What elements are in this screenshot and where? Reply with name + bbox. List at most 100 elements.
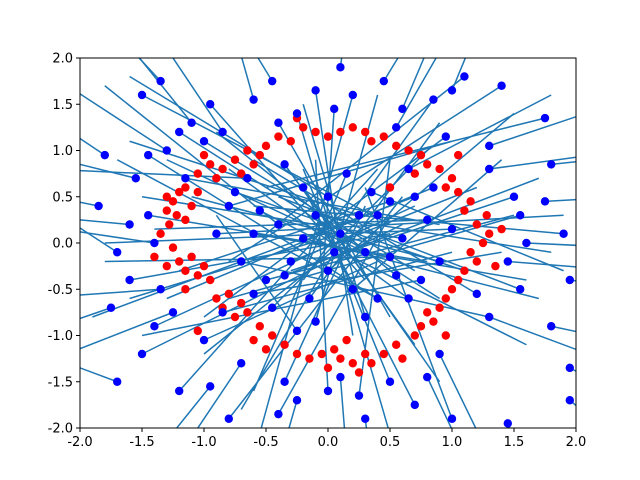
- red-point: [249, 160, 258, 169]
- blue-point: [547, 160, 556, 169]
- connector-line: [253, 251, 502, 295]
- red-point: [168, 197, 178, 206]
- red-point: [199, 150, 209, 160]
- red-point: [423, 160, 432, 169]
- red-point: [361, 127, 370, 137]
- red-point: [230, 155, 240, 164]
- blue-point: [311, 86, 320, 95]
- red-point: [342, 335, 351, 345]
- red-point: [497, 224, 506, 234]
- red-point: [478, 238, 488, 248]
- red-point: [274, 132, 283, 141]
- blue-point: [131, 174, 140, 183]
- red-point: [255, 150, 264, 160]
- connector-line: [488, 316, 576, 351]
- blue-point: [175, 127, 184, 137]
- red-point: [485, 229, 494, 238]
- blue-point: [280, 271, 289, 280]
- red-point: [162, 261, 171, 271]
- blue-point: [274, 118, 283, 127]
- red-point: [379, 132, 388, 141]
- red-point: [460, 206, 469, 215]
- connector-line: [185, 177, 440, 226]
- blue-point: [206, 382, 215, 391]
- blue-point: [410, 400, 419, 410]
- y-tick-label: 0.5: [52, 190, 73, 205]
- red-point: [212, 174, 221, 183]
- x-tick-label: 0.0: [318, 435, 339, 450]
- blue-point: [243, 174, 252, 183]
- blue-point: [274, 220, 283, 229]
- red-point: [392, 141, 401, 151]
- blue-point: [330, 104, 339, 114]
- blue-point: [292, 326, 302, 336]
- red-point: [367, 137, 376, 146]
- blue-point: [94, 201, 103, 211]
- red-point: [212, 294, 221, 303]
- blue-point: [137, 90, 147, 100]
- blue-point: [156, 285, 165, 294]
- blue-point: [181, 174, 190, 183]
- blue-point: [423, 215, 432, 225]
- red-point: [323, 363, 333, 373]
- blue-point: [447, 86, 457, 95]
- blue-point: [485, 141, 494, 151]
- connector-line: [551, 160, 576, 166]
- red-point: [218, 164, 227, 174]
- connector-line: [408, 94, 552, 170]
- blue-point: [150, 238, 159, 248]
- red-point: [261, 141, 271, 151]
- connector-line: [526, 242, 576, 247]
- blue-point: [361, 312, 370, 322]
- connector-line: [303, 237, 539, 300]
- blue-point: [429, 183, 438, 192]
- x-tick-label: 1.5: [504, 435, 525, 450]
- blue-point: [280, 377, 289, 386]
- blue-point: [398, 104, 407, 114]
- red-point: [472, 220, 481, 229]
- blue-point: [485, 164, 494, 174]
- connector-line: [172, 58, 224, 133]
- connector-line: [302, 104, 366, 318]
- y-tick-label: -1.0: [48, 329, 73, 344]
- red-point: [255, 322, 264, 331]
- red-point: [385, 183, 395, 192]
- red-point: [330, 345, 339, 354]
- connector-line: [277, 214, 391, 415]
- red-point: [323, 132, 333, 141]
- blue-point: [447, 224, 457, 234]
- blue-point: [237, 257, 246, 266]
- connector-line: [241, 260, 490, 318]
- connector-line: [544, 198, 576, 203]
- red-point: [156, 229, 165, 238]
- red-point: [193, 187, 202, 197]
- red-point: [435, 303, 444, 312]
- blue-point: [137, 349, 147, 359]
- red-point: [193, 326, 202, 336]
- red-point: [454, 150, 463, 160]
- connector-line: [80, 92, 168, 152]
- connector-line: [383, 58, 399, 82]
- blue-point: [268, 76, 277, 86]
- connector-line: [129, 75, 329, 198]
- connector-line: [80, 231, 155, 244]
- blue-point: [249, 229, 258, 238]
- blue-point: [348, 90, 357, 100]
- blue-point: [361, 248, 370, 257]
- blue-point: [565, 363, 574, 373]
- blue-point: [237, 359, 246, 368]
- connector-line: [371, 191, 564, 272]
- blue-point: [379, 76, 388, 86]
- connector-line: [138, 58, 162, 82]
- blue-point: [516, 285, 525, 294]
- red-point: [237, 298, 246, 308]
- red-point: [317, 349, 326, 359]
- blue-point: [125, 275, 134, 285]
- blue-point: [485, 312, 494, 322]
- blue-point: [373, 211, 382, 220]
- connector-line: [80, 288, 161, 296]
- blue-point: [509, 192, 519, 201]
- red-point: [429, 317, 438, 326]
- connector-line: [489, 156, 576, 170]
